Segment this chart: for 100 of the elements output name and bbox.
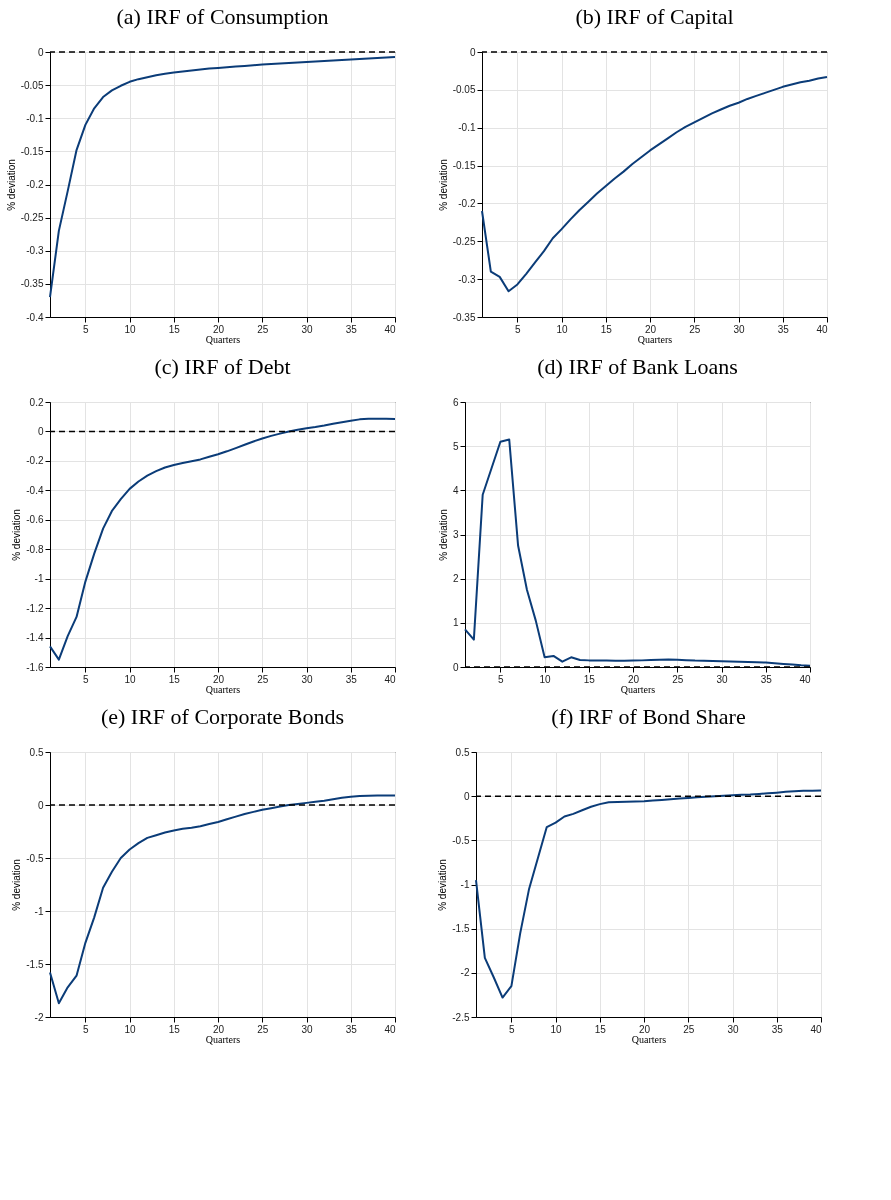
y-tick-label: -0.05: [20, 79, 44, 91]
y-tick-label: 5: [452, 440, 459, 452]
x-tick-label: 30: [733, 323, 746, 335]
x-tick-label: 15: [594, 1023, 607, 1035]
x-tick-label: 35: [777, 323, 790, 335]
y-tick-label: -0.1: [26, 112, 44, 124]
chart-title: (e) IRF of Corporate Bonds: [100, 704, 345, 729]
x-axis-title: Quarters: [631, 1033, 667, 1045]
x-tick-label: 35: [345, 1023, 358, 1035]
chart-title: (f) IRF of Bond Share: [551, 704, 746, 729]
y-axis-title: % deviation: [437, 159, 449, 211]
y-tick-label: -0.2: [458, 197, 476, 209]
chart-title: (a) IRF of Consumption: [116, 4, 329, 29]
y-tick-label: -0.2: [26, 179, 44, 190]
x-axis-title: Quarters: [205, 333, 241, 345]
x-axis-title: Quarters: [637, 333, 673, 345]
x-tick-label: 35: [345, 673, 358, 685]
x-tick-label: 40: [799, 673, 811, 685]
x-tick-label: 35: [345, 323, 358, 335]
x-tick-label: 25: [689, 323, 701, 335]
x-tick-label: 40: [384, 323, 396, 335]
chart-title: (c) IRF of Debt: [154, 354, 291, 379]
y-tick-label: -0.5: [26, 852, 44, 864]
y-tick-label: -0.15: [20, 145, 44, 157]
x-tick-label: 10: [556, 323, 569, 335]
x-tick-label: 5: [83, 1023, 90, 1035]
x-tick-label: 30: [301, 323, 314, 335]
y-tick-label: 6: [452, 396, 459, 408]
x-tick-label: 5: [83, 673, 90, 685]
y-tick-label: -2: [460, 967, 470, 979]
y-tick-label: -0.35: [452, 311, 476, 323]
x-axis-title: Quarters: [205, 1033, 241, 1045]
y-tick-label: -0.25: [20, 212, 44, 224]
x-tick-label: 10: [124, 1023, 137, 1035]
y-tick-label: -0.2: [26, 455, 44, 467]
x-tick-label: 30: [301, 1023, 314, 1035]
y-tick-label: 0.5: [29, 746, 44, 758]
y-axis-title: % deviation: [11, 859, 23, 911]
y-tick-label: -1.2: [26, 602, 44, 614]
y-tick-label: -1.4: [26, 632, 44, 644]
x-tick-label: 30: [716, 673, 729, 685]
x-tick-label: 40: [384, 1023, 396, 1035]
x-tick-label: 10: [124, 673, 137, 685]
y-tick-label: -0.1: [458, 122, 476, 134]
y-tick-label: 1: [452, 617, 459, 629]
x-tick-label: 10: [124, 323, 137, 335]
x-tick-label: 20: [645, 323, 657, 335]
x-tick-label: 5: [498, 673, 505, 685]
y-tick-label: -0.25: [452, 235, 476, 247]
y-tick-label: -0.35: [20, 278, 44, 290]
x-tick-label: 20: [213, 1023, 225, 1035]
x-tick-label: 25: [257, 1023, 269, 1035]
y-tick-label: -0.15: [452, 160, 476, 172]
y-tick-label: -0.6: [26, 514, 44, 526]
line-series: [475, 789, 822, 999]
y-axis-title: % deviation: [437, 509, 449, 561]
y-axis-title: % deviation: [11, 509, 23, 561]
y-tick-label: -0.4: [26, 311, 44, 323]
x-tick-label: 25: [672, 673, 684, 685]
y-tick-label: 2: [452, 573, 459, 585]
y-tick-label: -0.3: [458, 273, 476, 285]
line-series: [49, 417, 396, 661]
x-axis-title: Quarters: [205, 683, 241, 695]
line-series: [481, 75, 828, 293]
y-tick-label: -1.6: [26, 661, 44, 673]
x-tick-label: 20: [213, 323, 225, 335]
y-tick-label: -2.5: [452, 1011, 470, 1023]
x-tick-label: 40: [816, 323, 828, 335]
x-tick-label: 5: [83, 323, 90, 335]
y-tick-label: -0.5: [452, 834, 470, 846]
line-series: [49, 794, 396, 1005]
y-tick-label: -2: [34, 1011, 44, 1023]
y-tick-label: -1: [34, 573, 44, 585]
y-tick-label: -1: [34, 905, 44, 917]
x-tick-label: 35: [771, 1023, 784, 1035]
y-tick-label: 0: [463, 790, 470, 802]
line-series: [49, 56, 396, 299]
y-tick-label: 0: [37, 799, 44, 811]
y-tick-label: 0.2: [29, 396, 44, 408]
y-tick-label: 0.5: [455, 746, 470, 758]
chart-title: (b) IRF of Capital: [575, 4, 734, 29]
y-tick-label: -1.5: [452, 923, 470, 935]
x-tick-label: 20: [639, 1023, 651, 1035]
y-tick-label: -0.05: [452, 84, 476, 96]
x-tick-label: 35: [760, 673, 773, 685]
y-tick-label: -1: [460, 879, 470, 890]
y-tick-label: 0: [469, 46, 476, 58]
y-tick-label: -1.5: [26, 958, 44, 970]
x-tick-label: 20: [213, 673, 225, 685]
x-tick-label: 15: [168, 323, 181, 335]
chart-title: (d) IRF of Bank Loans: [537, 354, 738, 379]
y-tick-label: -0.8: [26, 543, 44, 555]
y-tick-label: 0: [37, 46, 44, 58]
x-tick-label: 30: [727, 1023, 740, 1035]
x-tick-label: 40: [810, 1023, 822, 1035]
x-tick-label: 20: [628, 673, 640, 685]
x-tick-label: 15: [583, 673, 596, 685]
x-tick-label: 10: [539, 673, 552, 685]
y-tick-label: 3: [452, 529, 459, 540]
x-tick-label: 5: [509, 1023, 516, 1035]
